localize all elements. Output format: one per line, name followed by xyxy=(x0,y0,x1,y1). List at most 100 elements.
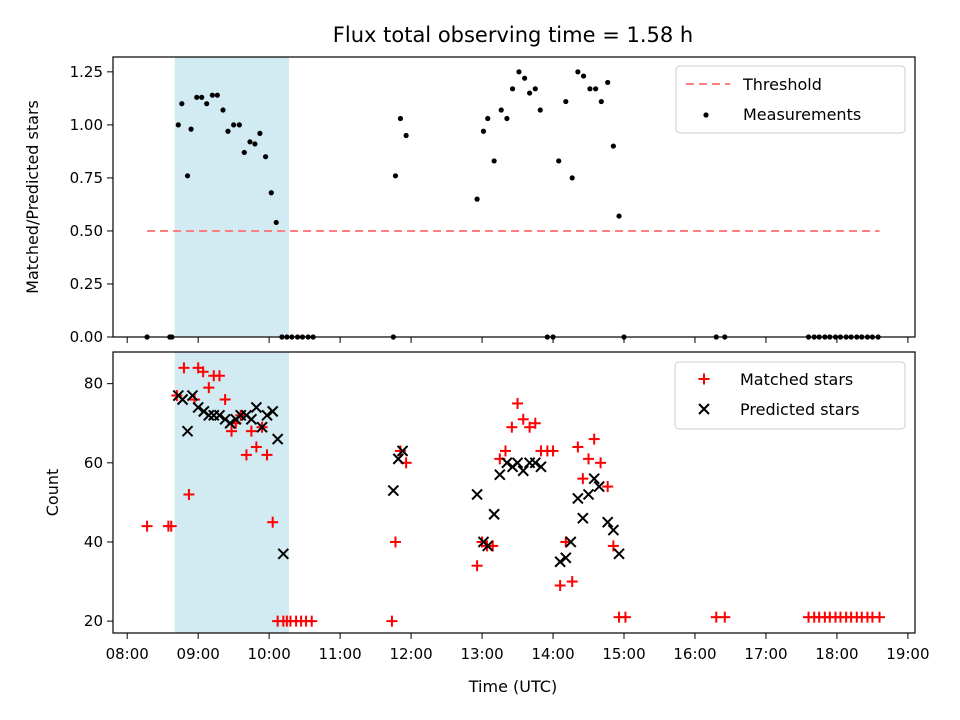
predicted-star-point xyxy=(256,421,268,433)
matched-star-point xyxy=(178,362,190,374)
predicted-star-point-b xyxy=(471,488,483,501)
predicted-star-point-b xyxy=(517,465,529,477)
legend-predicted-label: Predicted stars xyxy=(740,400,860,419)
top-y-ticks: 0.00 0.25 0.50 0.75 1.00 1.25 xyxy=(70,63,113,346)
observing-span xyxy=(174,57,290,337)
predicted-star-point-b xyxy=(277,548,290,560)
matched-star-point xyxy=(577,473,589,485)
measurement-point xyxy=(587,86,593,92)
chart-title: Flux total observing time = 1.58 h xyxy=(333,23,693,47)
predicted-star-point-b xyxy=(577,512,589,524)
predicted-star-point xyxy=(593,480,605,493)
matched-star-point xyxy=(512,397,524,409)
bottom-axes-frame xyxy=(112,351,916,634)
matched-star-point xyxy=(213,370,225,382)
bottom-y-tick-label: 60 xyxy=(84,454,103,472)
predicted-stars-points xyxy=(172,389,625,568)
legend-threshold-label: Threshold xyxy=(742,75,822,94)
top-x-ticks xyxy=(126,337,909,343)
matched-star-point xyxy=(554,580,566,592)
matched-star-point xyxy=(165,520,177,532)
matched-star-point xyxy=(529,417,541,429)
predicted-star-point-b xyxy=(501,457,513,469)
predicted-star-point-b xyxy=(181,425,194,437)
matched-star-point xyxy=(719,611,731,623)
predicted-star-point-b xyxy=(186,389,199,402)
predicted-star-point-b xyxy=(572,492,584,505)
measurement-point xyxy=(491,158,497,164)
measurement-point xyxy=(220,107,226,113)
matched-star-point xyxy=(171,390,183,402)
matched-star-point xyxy=(471,560,483,572)
measurement-point xyxy=(605,79,611,86)
legend-matched-swatch xyxy=(698,373,710,385)
x-tick-label: 11:00 xyxy=(318,645,361,663)
predicted-star-point xyxy=(181,425,194,437)
matched-star-point xyxy=(240,449,252,461)
measurement-point xyxy=(188,126,194,132)
top-legend-box xyxy=(675,65,906,134)
measurement-point xyxy=(474,196,480,202)
measurement-point xyxy=(241,149,247,156)
top-y-tick-label: 0.00 xyxy=(70,328,103,346)
predicted-star-point-b xyxy=(565,536,577,548)
matched-star-point xyxy=(499,445,511,457)
top-y-axis-label: Matched/Predicted stars xyxy=(23,100,42,294)
predicted-star-point xyxy=(203,409,215,422)
predicted-star-point xyxy=(271,433,284,445)
measurement-point xyxy=(532,86,538,92)
matched-star-point xyxy=(306,615,318,627)
predicted-star-point xyxy=(224,417,236,429)
matched-star-point xyxy=(874,611,886,623)
legend-predicted-marker xyxy=(698,403,710,415)
predicted-star-point-b xyxy=(192,401,204,414)
predicted-star-point xyxy=(192,401,204,414)
x-tick-label: 18:00 xyxy=(815,645,858,663)
matched-star-point xyxy=(602,481,614,493)
predicted-star-point xyxy=(494,468,506,481)
matched-star-point xyxy=(595,457,607,469)
matched-star-point xyxy=(386,615,398,627)
predicted-star-point xyxy=(517,465,529,477)
x-tick-label: 19:00 xyxy=(886,645,929,663)
predicted-star-point-b xyxy=(560,552,572,564)
measurement-point xyxy=(509,86,516,92)
measurement-point xyxy=(194,94,200,100)
predicted-star-point-b xyxy=(224,417,236,429)
matched-star-point xyxy=(547,445,559,457)
predicted-star-point-b xyxy=(271,433,284,445)
measurement-point xyxy=(175,122,181,128)
measurement-point xyxy=(236,122,242,128)
predicted-star-point xyxy=(387,484,400,497)
matched-star-point xyxy=(183,488,195,500)
predicted-star-point xyxy=(488,508,500,520)
predicted-star-point xyxy=(213,409,226,422)
matched-star-point xyxy=(245,425,257,437)
predicted-star-point xyxy=(554,556,566,568)
x-tick-label: 10:00 xyxy=(248,645,291,663)
measurement-point xyxy=(516,69,522,75)
predicted-star-point xyxy=(577,512,589,524)
predicted-star-point xyxy=(392,453,405,465)
measurement-point xyxy=(563,98,569,105)
predicted-star-point xyxy=(613,548,625,560)
matched-star-point xyxy=(566,576,578,588)
matched-star-point xyxy=(506,421,518,433)
predicted-star-point xyxy=(250,401,263,414)
predicted-star-point-b xyxy=(250,401,263,414)
measurement-point xyxy=(504,115,510,122)
predicted-star-point xyxy=(176,393,189,406)
x-tick-label: 17:00 xyxy=(744,645,787,663)
matched-star-point xyxy=(250,441,262,453)
predicted-star-point-b xyxy=(482,540,494,552)
predicted-star-point xyxy=(396,445,409,457)
measurement-point xyxy=(199,94,205,100)
predicted-star-point xyxy=(588,472,600,485)
predicted-star-point-b xyxy=(261,409,273,422)
predicted-star-point xyxy=(186,389,199,402)
predicted-star-point-b xyxy=(203,409,215,422)
predicted-star-point-b xyxy=(607,524,620,536)
measurement-point xyxy=(522,75,528,81)
measurement-point xyxy=(403,132,409,139)
legend-matched-marker xyxy=(698,373,710,385)
